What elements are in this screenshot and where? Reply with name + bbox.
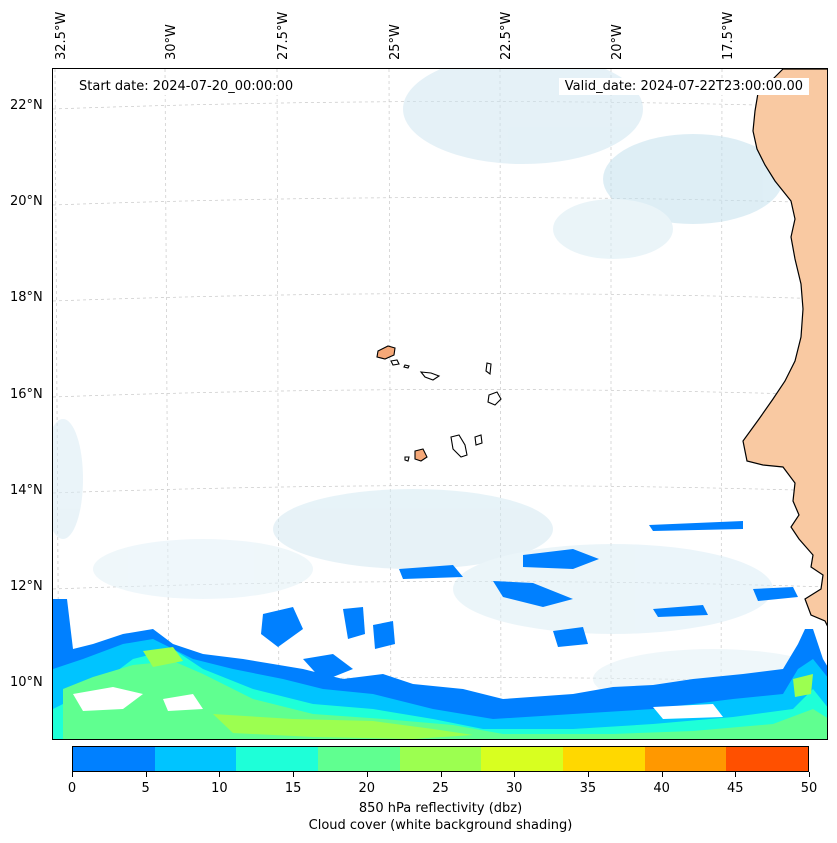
island-santiago <box>450 434 468 458</box>
lat-label-10n: 10°N <box>10 675 43 690</box>
map-canvas: Start date: 2024-07-20_00:00:00 Valid_da… <box>53 69 827 739</box>
gridline-lat-16n <box>53 389 827 398</box>
reflectivity-0-10 <box>649 521 743 531</box>
cloud-patch <box>603 134 783 224</box>
reflectivity-gap <box>73 687 143 711</box>
island-santa-luzia <box>403 364 410 369</box>
cloud-patch <box>273 489 553 569</box>
cloud-patch <box>93 539 313 599</box>
colorbar-tick <box>587 772 589 777</box>
colorbar-segment <box>481 747 564 771</box>
island-fogo <box>414 448 428 462</box>
reflectivity-0-10 <box>653 605 708 617</box>
colorbar-tick <box>145 772 147 777</box>
lon-label-22-5w: 22.5°W <box>499 11 514 60</box>
lat-label-18n: 18°N <box>10 290 43 305</box>
colorbar-tick-label: 25 <box>432 781 449 796</box>
cloud-patch <box>553 199 673 259</box>
colorbar-segment <box>318 747 400 771</box>
reflectivity-0-10 <box>753 587 798 601</box>
lon-label-30w: 30°W <box>164 24 179 60</box>
colorbar-tick-label: 35 <box>579 781 597 796</box>
gridline-lat-22n <box>53 101 827 110</box>
gridline-lon-22-5w <box>499 69 502 739</box>
colorbar-tick <box>366 772 368 777</box>
island-santo-antao <box>376 345 396 360</box>
cloud-patch <box>53 419 83 539</box>
island-sao-vicente <box>390 359 400 366</box>
colorbar-tick <box>661 772 663 777</box>
reflectivity-25-30 <box>143 647 183 667</box>
reflectivity-gap <box>653 704 723 719</box>
reflectivity-25-30 <box>793 674 813 697</box>
colorbar-tick-label: 45 <box>727 781 744 796</box>
colorbar-tick-label: 10 <box>211 781 228 796</box>
cloud-cover-shading <box>53 69 827 709</box>
colorbar-tick-label: 15 <box>284 781 302 796</box>
colorbar-tick-label: 30 <box>505 781 523 796</box>
reflectivity-0-10 <box>553 627 588 647</box>
lat-label-16n: 16°N <box>10 387 43 402</box>
colorbar-subtitle: Cloud cover (white background shading) <box>308 818 573 833</box>
reflectivity-0-10 <box>493 581 573 607</box>
colorbar-segment <box>154 747 237 771</box>
colorbar-segment <box>73 747 155 771</box>
colorbar-tick-label: 5 <box>141 781 150 796</box>
gridline-lon-30w <box>164 69 170 739</box>
reflectivity-0-10 <box>303 654 353 681</box>
lon-label-27-5w: 27.5°W <box>276 11 291 60</box>
colorbar-tick-label: 50 <box>800 781 818 796</box>
lat-label-22n: 22°N <box>10 98 43 113</box>
colorbar-title: 850 hPa reflectivity (dbz) <box>358 801 523 816</box>
gridline-lat-20n <box>53 197 827 206</box>
reflectivity-0-10 <box>373 621 395 649</box>
island-brava <box>404 456 410 462</box>
reflectivity-0-10 <box>523 549 599 569</box>
colorbar-segment <box>563 747 645 771</box>
colorbar <box>72 746 809 772</box>
reflectivity-0-10 <box>343 607 365 639</box>
lon-label-32-5w: 32.5°W <box>54 11 69 60</box>
gridline-lat-18n <box>53 293 827 302</box>
colorbar-tick <box>735 772 737 777</box>
lon-label-17-5w: 17.5°W <box>721 11 736 60</box>
colorbar-segment <box>236 747 319 771</box>
colorbar-tick-label: 20 <box>358 781 376 796</box>
lat-label-20n: 20°N <box>10 194 43 209</box>
colorbar-segment <box>399 747 482 771</box>
reflectivity-0-10 <box>399 565 463 579</box>
start-date-label: Start date: 2024-07-20_00:00:00 <box>73 78 300 95</box>
lon-label-20w: 20°W <box>610 24 625 60</box>
colorbar-tick <box>440 772 442 777</box>
reflectivity-gap <box>163 694 203 711</box>
colorbar-tick-label: 0 <box>67 781 77 796</box>
island-sal <box>485 362 492 376</box>
island-boa-vista <box>487 391 502 406</box>
map-panel: Start date: 2024-07-20_00:00:00 Valid_da… <box>52 68 828 740</box>
colorbar-segment <box>644 747 727 771</box>
island-sao-nicolau <box>419 371 441 381</box>
cape-verde-islands <box>376 345 502 462</box>
colorbar-tick-label: 40 <box>653 781 670 796</box>
gridline-lon-17-5w <box>720 69 723 739</box>
gridline-lat-14n <box>53 485 827 494</box>
colorbar-tick <box>293 772 295 777</box>
lon-label-25w: 25°W <box>388 24 403 60</box>
colorbar-tick <box>72 772 73 777</box>
valid-date-label: Valid_date: 2024-07-22T23:00:00.00 <box>558 78 809 95</box>
colorbar-tick <box>219 772 221 777</box>
reflectivity-field <box>53 521 827 739</box>
lat-label-14n: 14°N <box>10 483 43 498</box>
lat-label-12n: 12°N <box>10 579 43 594</box>
colorbar-segment <box>726 747 809 771</box>
reflectivity-0-10 <box>261 607 303 647</box>
colorbar-tick <box>514 772 516 777</box>
africa-landmass <box>742 69 827 627</box>
reflectivity-25-30 <box>213 714 473 739</box>
island-maio <box>474 434 483 446</box>
colorbar-tick <box>809 772 810 777</box>
